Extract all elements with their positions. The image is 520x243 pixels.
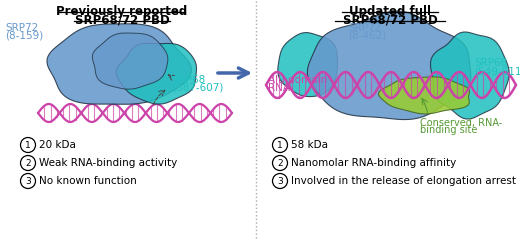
Text: Previously reported: Previously reported — [56, 5, 188, 18]
Text: Updated full: Updated full — [349, 5, 431, 18]
Text: Alu domain: Alu domain — [268, 75, 327, 85]
Polygon shape — [278, 33, 337, 96]
Text: 58 kDa: 58 kDa — [291, 140, 328, 150]
Text: (587-607): (587-607) — [172, 83, 224, 93]
Text: (8-159): (8-159) — [5, 31, 43, 41]
Text: 2: 2 — [25, 158, 31, 167]
Text: 20 kDa: 20 kDa — [39, 140, 76, 150]
Polygon shape — [93, 33, 168, 89]
Polygon shape — [307, 11, 471, 120]
Text: SRP72: SRP72 — [348, 23, 381, 33]
Polygon shape — [431, 32, 509, 119]
Polygon shape — [379, 77, 470, 114]
Polygon shape — [47, 24, 191, 104]
Text: binding site: binding site — [420, 125, 477, 135]
Text: RNA: RNA — [268, 83, 290, 93]
Text: SRP68: SRP68 — [172, 75, 205, 85]
Text: Involved in the release of elongation arrest: Involved in the release of elongation ar… — [291, 176, 516, 186]
Polygon shape — [116, 43, 197, 104]
Text: 3: 3 — [277, 176, 283, 185]
Text: 3: 3 — [25, 176, 31, 185]
Text: (549-611): (549-611) — [474, 66, 520, 76]
Text: SRP72: SRP72 — [5, 23, 38, 33]
Text: No known function: No known function — [39, 176, 137, 186]
Text: SRP68: SRP68 — [474, 58, 507, 68]
Text: 1: 1 — [25, 140, 31, 149]
Text: 1: 1 — [277, 140, 283, 149]
Text: 2: 2 — [277, 158, 283, 167]
Text: SRP68/72 PBD: SRP68/72 PBD — [343, 14, 437, 27]
Text: (8-462): (8-462) — [348, 31, 386, 41]
Text: Weak RNA-binding activity: Weak RNA-binding activity — [39, 158, 177, 168]
Text: Conserved, RNA-: Conserved, RNA- — [420, 118, 502, 128]
Text: SRP68/72 PBD: SRP68/72 PBD — [75, 14, 170, 27]
Text: Nanomolar RNA-binding affinity: Nanomolar RNA-binding affinity — [291, 158, 456, 168]
